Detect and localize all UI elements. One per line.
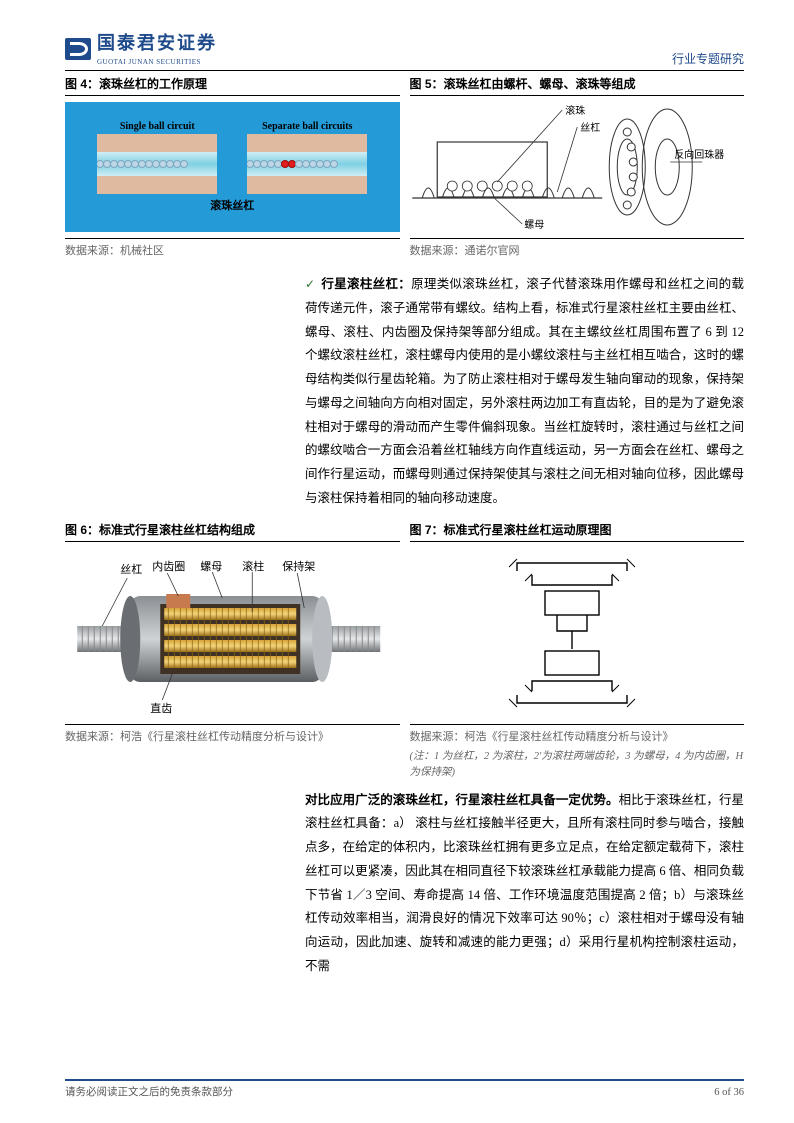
svg-text:螺母: 螺母 xyxy=(200,560,222,573)
fig4-graphic: Single ball circuit Separate ball circui… xyxy=(65,102,400,232)
page-number: 6 of 36 xyxy=(714,1085,744,1101)
svg-text:dₙ: dₙ xyxy=(557,574,567,586)
fig7-source: 数据来源：柯浩《行星滚柱丝杠传动精度分析与设计》 xyxy=(410,724,745,746)
fig7-graphic: 3 4 dₙ zₙ 2 dᵣ zᵣ 2′ H 1 dₛ xyxy=(410,548,745,718)
svg-text:滚柱: 滚柱 xyxy=(242,559,264,573)
fig5-label-nut: 螺母 xyxy=(524,219,544,231)
svg-text:2′: 2′ xyxy=(603,598,611,610)
fig6-title: 图 6：标准式行星滚柱丝杠结构组成 xyxy=(65,521,400,542)
svg-text:dₛ: dₛ xyxy=(567,658,577,670)
fig6-graphic: 丝杠 内齿圈 螺母 滚柱 保持架 直齿 xyxy=(65,548,400,718)
page-header: 国泰君安证券 GUOTAI JUNAN SECURITIES 行业专题研究 xyxy=(65,30,744,71)
svg-text:H: H xyxy=(577,618,585,630)
svg-text:保持架: 保持架 xyxy=(282,559,315,573)
svg-text:dᵣ: dᵣ xyxy=(553,598,562,610)
document-category: 行业专题研究 xyxy=(672,50,744,68)
ballscrew-single-icon xyxy=(97,134,217,194)
company-name-cn: 国泰君安证券 xyxy=(97,30,217,57)
ballscrew-separate-icon xyxy=(247,134,367,194)
para1-lead: 行星滚柱丝杠： xyxy=(321,277,411,291)
fig4-label-left: Single ball circuit xyxy=(97,119,217,134)
para2-text: 相比于滚珠丝杠，行星滚柱丝杠具备：a） 滚柱与丝杠接触半径更大，且所有滚柱同时参… xyxy=(305,793,744,973)
paragraph-1: ✓ 行星滚柱丝杠：原理类似滚珠丝杠，滚子代替滚珠用作螺母和丝杠之间的载荷传递元件，… xyxy=(305,273,744,511)
fig5-label-ball: 滚珠 xyxy=(565,104,585,117)
company-name-en: GUOTAI JUNAN SECURITIES xyxy=(97,57,217,68)
svg-text:丝杠: 丝杠 xyxy=(120,563,142,576)
svg-text:直齿: 直齿 xyxy=(150,701,172,715)
svg-text:内齿圈: 内齿圈 xyxy=(152,559,185,573)
fig5-label-return: 反向回珠器 xyxy=(674,148,724,161)
fig5-source: 数据来源：通诺尔官网 xyxy=(410,238,745,260)
svg-text:2: 2 xyxy=(535,598,541,610)
page-footer: 请务必阅读正文之后的免责条款部分 6 of 36 xyxy=(65,1079,744,1101)
footer-disclaimer: 请务必阅读正文之后的免责条款部分 xyxy=(65,1085,233,1101)
fig4-title: 图 4：滚珠丝杠的工作原理 xyxy=(65,75,400,96)
figure-row-1: 图 4：滚珠丝杠的工作原理 Single ball circuit Separa… xyxy=(65,75,744,260)
company-logo: 国泰君安证券 GUOTAI JUNAN SECURITIES xyxy=(65,30,217,68)
svg-text:zₙ: zₙ xyxy=(589,574,598,586)
para2-lead: 对比应用广泛的滚珠丝杠，行星滚柱丝杠具备一定优势。 xyxy=(305,793,619,807)
fig4-source: 数据来源：机械社区 xyxy=(65,238,400,260)
fig5-label-screw: 丝杠 xyxy=(580,121,600,134)
svg-text:1: 1 xyxy=(549,658,555,670)
logo-mark-icon xyxy=(65,38,91,60)
para1-text: 原理类似滚珠丝杠，滚子代替滚珠用作螺母和丝杠之间的载荷传递元件，滚子通常带有螺纹… xyxy=(305,277,744,505)
fig5-title: 图 5：滚珠丝杠由螺杆、螺母、滚珠等组成 xyxy=(410,75,745,96)
fig5-graphic: 滚珠 丝杠 螺母 反向回珠器 xyxy=(410,102,745,232)
checkmark-icon: ✓ xyxy=(305,277,315,291)
svg-text:zᵣ: zᵣ xyxy=(585,598,593,610)
figure-row-2: 图 6：标准式行星滚柱丝杠结构组成 xyxy=(65,521,744,781)
fig7-note: (注：1 为丝杠，2 为滚柱，2′为滚柱两端齿轮，3 为螺母，4 为内齿圈，H … xyxy=(410,749,745,781)
fig7-title: 图 7：标准式行星滚柱丝杠运动原理图 xyxy=(410,521,745,542)
fig4-label-right: Separate ball circuits xyxy=(247,119,367,134)
paragraph-2: 对比应用广泛的滚珠丝杠，行星滚柱丝杠具备一定优势。相比于滚珠丝杠，行星滚柱丝杠具… xyxy=(305,789,744,979)
fig4-caption: 滚珠丝杠 xyxy=(210,198,254,215)
fig6-source: 数据来源：柯浩《行星滚柱丝杠传动精度分析与设计》 xyxy=(65,724,400,746)
